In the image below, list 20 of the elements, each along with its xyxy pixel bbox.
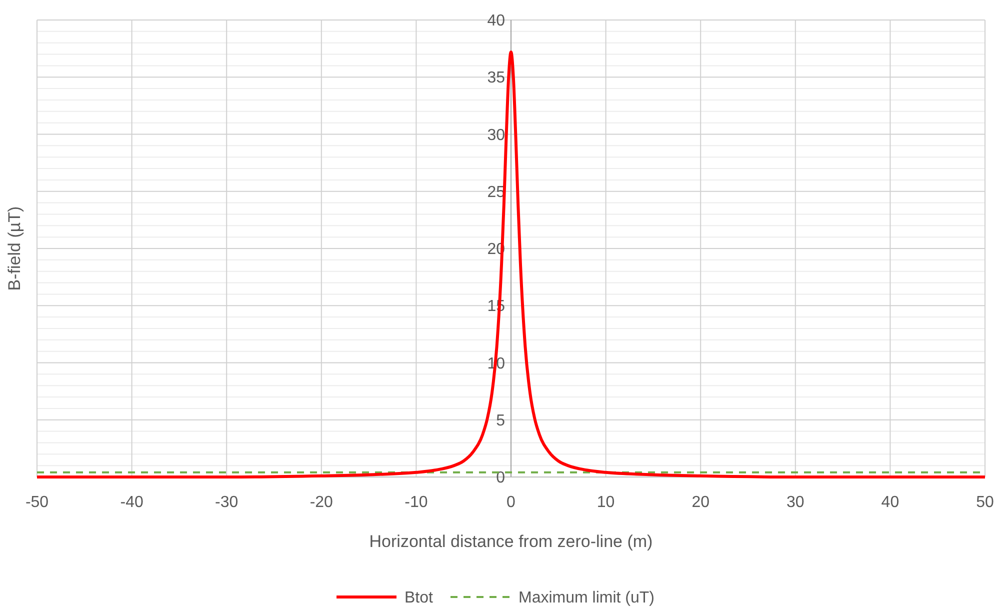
- y-tick-label: 5: [496, 412, 506, 430]
- x-tick-label: 20: [692, 494, 710, 511]
- x-axis-title: Horizontal distance from zero-line (m): [369, 532, 653, 551]
- legend-label: Btot: [404, 590, 434, 607]
- x-tick-label: -10: [404, 494, 428, 511]
- x-tick-label: -40: [120, 494, 144, 511]
- y-tick-label: 0: [496, 470, 506, 487]
- y-tick-label: 40: [487, 12, 506, 30]
- legend-label: Maximum limit (uT): [518, 590, 654, 607]
- x-tick-label: 40: [881, 494, 900, 511]
- x-tick-label: 0: [506, 494, 516, 511]
- y-tick-label: 30: [487, 126, 506, 144]
- y-axis-title: B-field (µT): [5, 206, 24, 291]
- x-tick-label: 50: [976, 494, 994, 511]
- x-tick-label: 30: [786, 494, 804, 511]
- x-tick-label: 10: [596, 494, 615, 511]
- y-tick-label: 35: [487, 70, 506, 87]
- x-tick-label: -20: [310, 494, 334, 511]
- x-tick-label: -50: [25, 494, 49, 511]
- x-tick-label: -30: [215, 494, 238, 511]
